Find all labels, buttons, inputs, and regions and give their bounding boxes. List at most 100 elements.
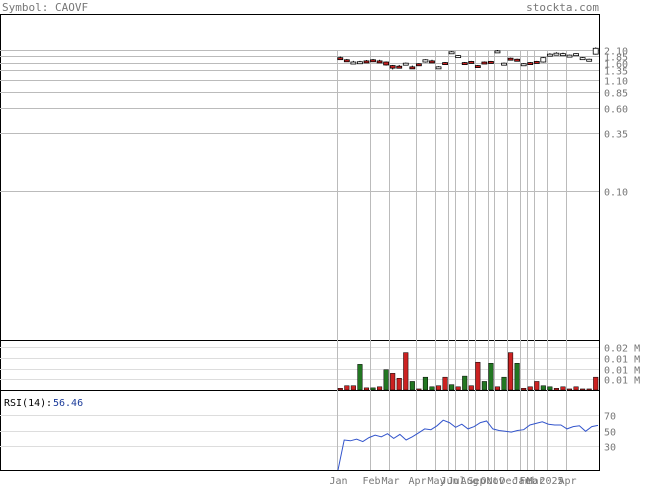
volume-bar [514, 363, 520, 391]
price-candle [350, 60, 357, 65]
rsi-tick-label: 50 [604, 428, 616, 439]
price-candle [461, 62, 468, 65]
volume-bar [468, 385, 474, 391]
candle-body [370, 59, 376, 63]
candle-body [422, 59, 429, 63]
price-candle [422, 59, 429, 63]
month-tick-label: Feb [363, 476, 381, 486]
candle-body [474, 65, 481, 68]
candle-body [363, 60, 370, 64]
candle-body [396, 65, 403, 69]
candle-body [533, 61, 540, 64]
candle-body [573, 53, 579, 57]
volume-bar [403, 352, 409, 391]
price-candle [429, 59, 435, 64]
price-tick-label: 1.60 [604, 60, 628, 71]
price-candle [376, 59, 383, 64]
candle-body [455, 55, 462, 59]
grid-lines [0, 50, 599, 470]
rsi-line [337, 419, 599, 471]
price-candle [474, 64, 481, 68]
candle-body [376, 60, 383, 64]
price-candle [448, 51, 455, 55]
month-tick-label: Jan [330, 476, 348, 486]
candle-body [435, 66, 442, 70]
candle-body [494, 50, 501, 54]
volume-bar [396, 378, 402, 391]
symbol-label: Symbol: CAOVF [2, 1, 88, 14]
volume-bar [580, 388, 586, 391]
price-tick-label: 0.35 [604, 130, 628, 141]
rsi-label: RSI(14) [4, 398, 46, 409]
price-candle [468, 60, 475, 64]
volume-bar [481, 381, 487, 391]
price-candle [337, 56, 344, 61]
volume-bar [344, 385, 350, 391]
volume-tick-label: 0.01 M [604, 366, 640, 377]
price-candle [592, 47, 599, 55]
volume-bar [593, 376, 599, 391]
price-candles [337, 47, 599, 70]
month-tick-label: Sep [468, 476, 486, 486]
candle-body [448, 51, 455, 55]
volume-bar [455, 386, 461, 391]
volume-bar [566, 388, 573, 391]
price-candle [546, 53, 553, 57]
candle-body [592, 47, 599, 55]
candle-body [514, 58, 521, 62]
price-candle [481, 61, 488, 65]
price-candle [566, 54, 573, 58]
month-tick-label: Apr [559, 476, 577, 486]
price-tick-label: 1.35 [604, 67, 628, 78]
volume-bar [357, 364, 363, 391]
volume-bars [337, 352, 599, 391]
candle-body [402, 62, 409, 66]
price-candle [560, 52, 566, 57]
volume-bar [488, 363, 494, 391]
candle-body [586, 58, 593, 62]
volume-bar [475, 361, 481, 391]
candle-body [566, 54, 573, 58]
price-tick-label: 0.60 [604, 105, 628, 116]
volume-bar [573, 386, 579, 391]
price-tick-label: 1.10 [604, 77, 628, 88]
price-candle [579, 57, 586, 61]
price-candle [533, 60, 540, 64]
candle-body [488, 61, 494, 64]
volume-bar [442, 376, 448, 391]
volume-bar [429, 386, 435, 391]
price-candle [357, 60, 363, 65]
price-candle [520, 63, 527, 67]
candle-body [507, 57, 514, 61]
candle-body [501, 62, 507, 66]
volume-bar [449, 384, 455, 391]
price-candle [370, 58, 376, 63]
candle-body [409, 66, 416, 70]
candle-body [579, 57, 586, 61]
month-tick-label: Feb [520, 476, 538, 486]
volume-bar [337, 388, 343, 391]
volume-bar [370, 387, 376, 391]
volume-bar [363, 387, 370, 391]
candle-body [520, 63, 527, 67]
candle-body [429, 60, 435, 64]
volume-tick-label: 0.02 M [604, 344, 640, 355]
month-tick-label: Apr [409, 476, 427, 486]
price-tick-label: 0.85 [604, 89, 628, 100]
price-candle [501, 62, 507, 66]
candle-body [357, 61, 363, 65]
price-candle [514, 58, 521, 62]
volume-bar [416, 388, 422, 391]
rsi-panel-frame [0, 390, 600, 471]
volume-bar [508, 352, 514, 391]
volume-bar [501, 376, 507, 391]
price-candle [363, 60, 370, 64]
month-tick-label: Nov [487, 476, 505, 486]
price-candle [389, 64, 396, 70]
candle-body [415, 63, 422, 67]
candle-body [481, 61, 488, 65]
price-candle [573, 53, 579, 57]
volume-bar [350, 385, 356, 391]
candle-body [553, 52, 560, 56]
candle-body [546, 53, 553, 57]
